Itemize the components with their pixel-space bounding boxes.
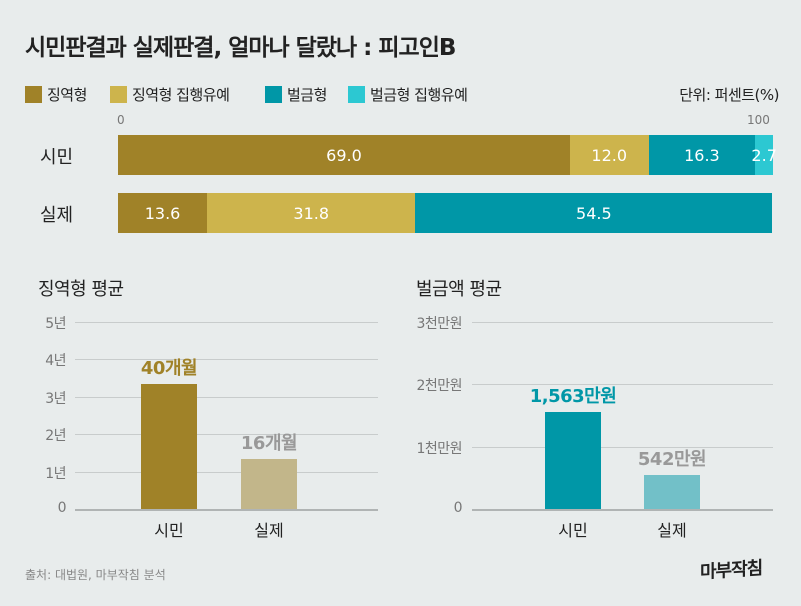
gridline — [75, 396, 378, 398]
gridline — [472, 384, 773, 386]
stacked-segment: 13.6 — [118, 193, 208, 233]
bar — [644, 475, 700, 509]
bar-value-label: 40개월 — [140, 358, 198, 380]
gridline — [75, 359, 378, 361]
y-tick-label: 0 — [453, 500, 463, 516]
stacked-segment: 69.0 — [118, 135, 570, 175]
gridline — [472, 446, 773, 448]
logo: 마부작침 — [700, 557, 763, 584]
legend-swatch — [25, 86, 42, 103]
bar-value-label: 16개월 — [240, 433, 298, 455]
legend-item-fine-suspended: 벌금형 집행유예 — [348, 84, 468, 105]
x-axis — [472, 509, 773, 511]
stacked-segment: 16.3 — [648, 135, 756, 175]
y-tick-label: 0 — [57, 500, 67, 516]
bar — [141, 384, 197, 509]
chart-title: 시민판결과 실제판결, 얼마나 달랐나 : 피고인B — [25, 35, 456, 61]
bar-value-label: 542만원 — [637, 449, 707, 471]
y-tick-label: 4년 — [45, 353, 66, 370]
legend-label: 징역형 — [47, 86, 87, 104]
stacked-segment: 54.5 — [415, 193, 773, 233]
y-tick-label: 5년 — [45, 316, 66, 332]
gridline — [75, 434, 378, 436]
x-tick-100: 100 — [747, 113, 770, 127]
y-tick-label: 3천만원 — [416, 316, 462, 332]
legend-label: 벌금형 집행유예 — [370, 86, 468, 104]
category-label: 시민 — [154, 521, 184, 540]
legend-item-fine: 벌금형 — [265, 84, 327, 105]
row-label-actual: 실제 — [40, 205, 74, 226]
legend-swatch — [265, 86, 282, 103]
legend-swatch — [348, 86, 365, 103]
stacked-segment: 12.0 — [569, 135, 649, 175]
legend-label: 징역형 집행유예 — [132, 86, 230, 104]
bar — [545, 411, 601, 509]
gridline — [75, 322, 378, 323]
stacked-segment: 31.8 — [207, 193, 416, 233]
source-note: 출처: 대법원, 마부작침 분석 — [25, 568, 166, 582]
category-label: 시민 — [558, 521, 588, 540]
legend-swatch — [110, 86, 127, 103]
row-label-citizen: 시민 — [40, 147, 74, 168]
x-tick-0: 0 — [117, 113, 125, 127]
stacked-segment: 2.7 — [751, 135, 777, 175]
legend-item-prison-suspended: 징역형 집행유예 — [110, 84, 230, 105]
legend-label: 벌금형 — [287, 86, 327, 104]
y-tick-label: 1천만원 — [416, 440, 462, 457]
y-tick-label: 1년 — [45, 465, 66, 482]
x-axis — [75, 509, 378, 511]
y-tick-label: 3년 — [45, 390, 66, 407]
y-tick-label: 2년 — [45, 428, 66, 445]
bar — [241, 459, 297, 509]
bar-value-label: 1,563만원 — [529, 385, 617, 407]
prison-chart-title: 징역형 평균 — [38, 279, 124, 300]
legend-item-prison: 징역형 — [25, 84, 87, 105]
y-tick-label: 2천만원 — [416, 378, 462, 395]
gridline — [75, 471, 378, 473]
category-label: 실제 — [254, 521, 284, 540]
category-label: 실제 — [657, 521, 687, 540]
fine-chart-title: 벌금액 평균 — [416, 279, 502, 300]
gridline — [472, 322, 773, 323]
unit-label: 단위: 퍼센트(%) — [679, 86, 779, 104]
